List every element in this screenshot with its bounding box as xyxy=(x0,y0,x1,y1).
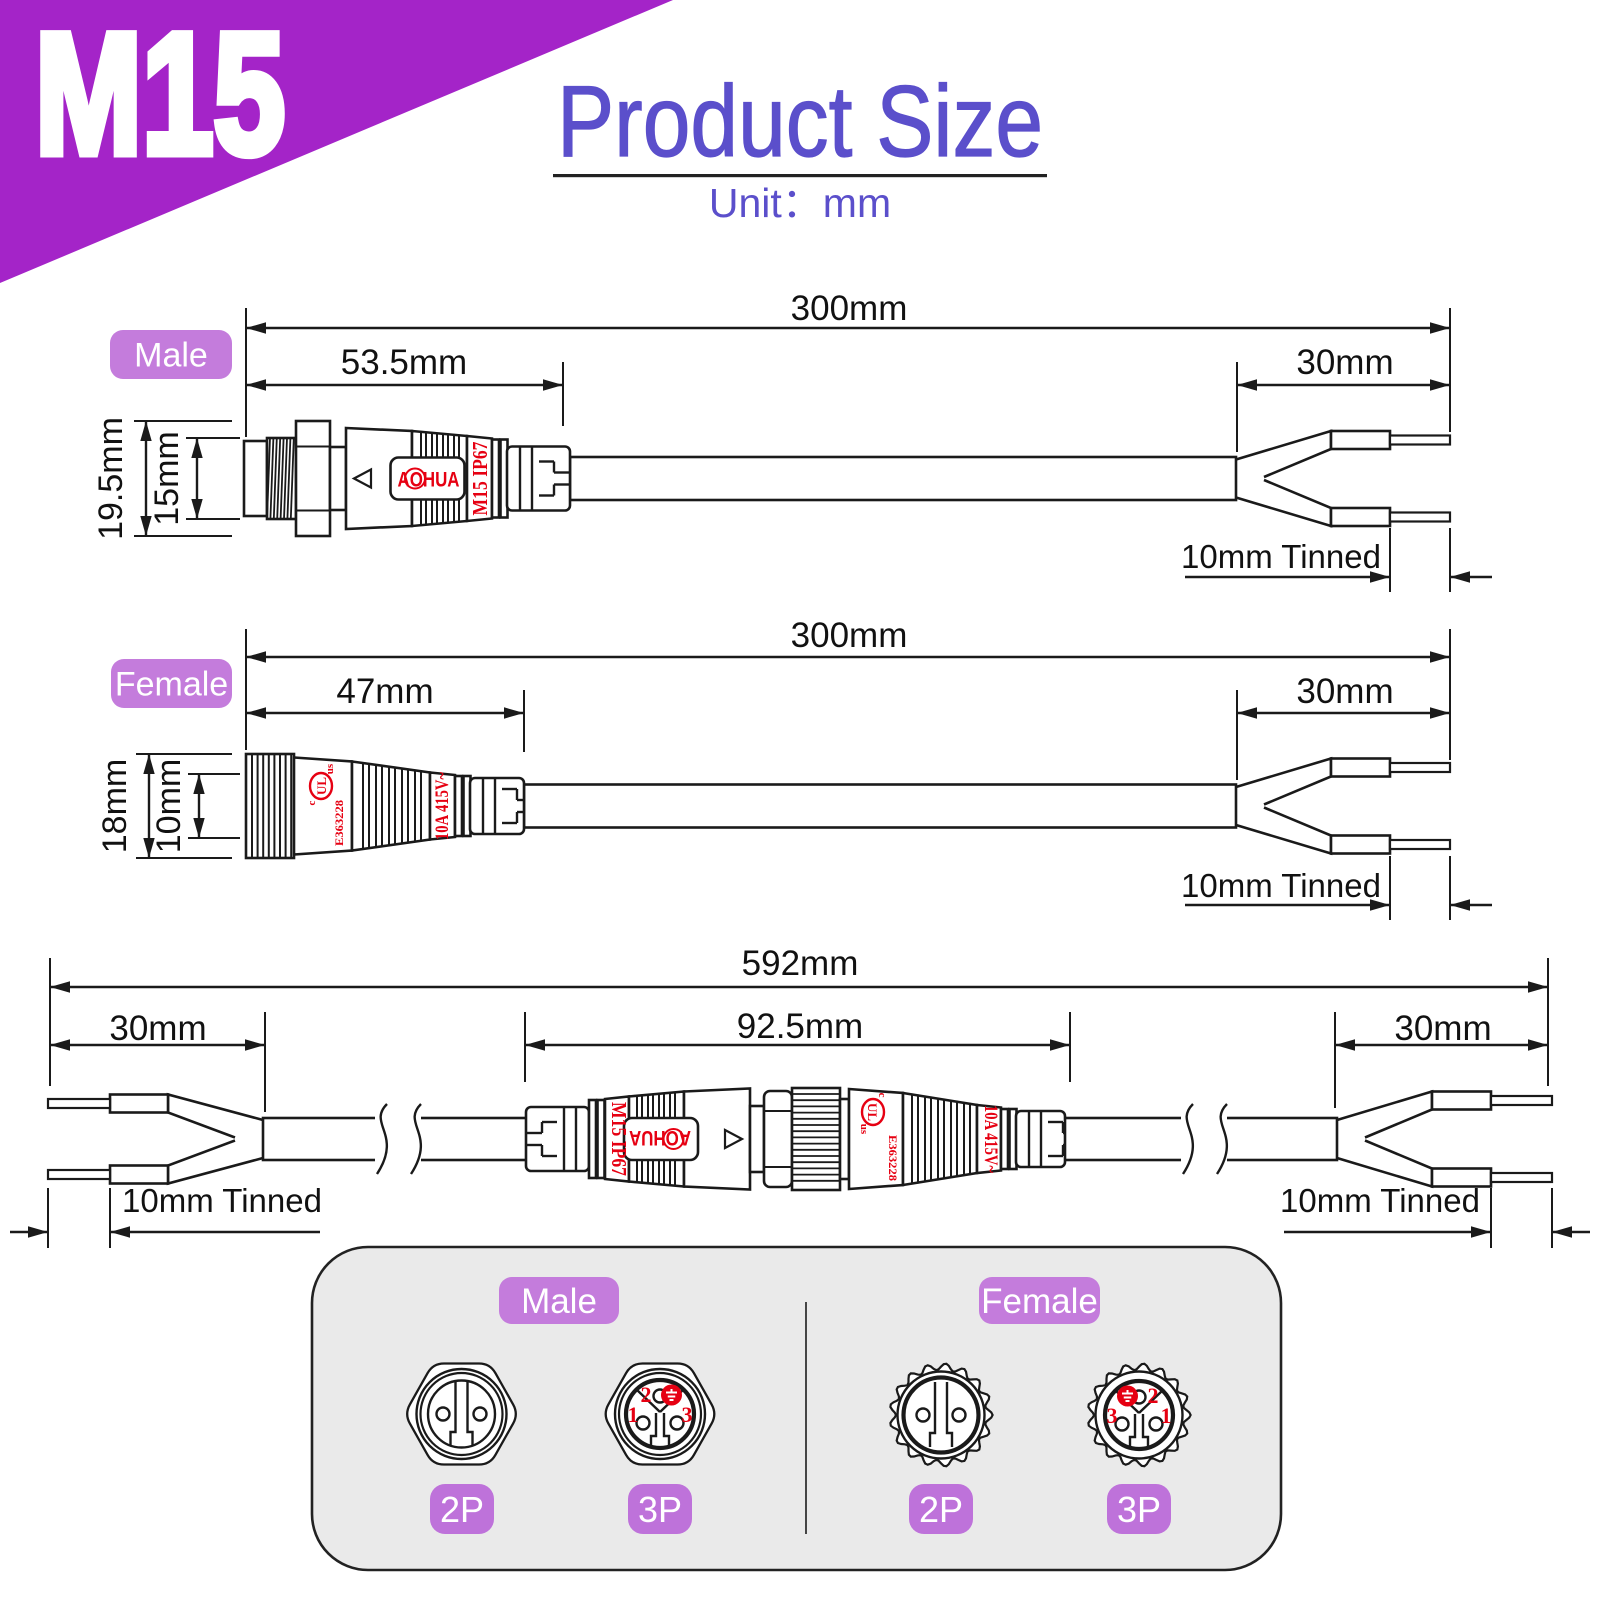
svg-text:Unit：mm: Unit：mm xyxy=(709,180,891,226)
svg-text:3P: 3P xyxy=(1117,1489,1161,1530)
svg-text:UL: UL xyxy=(314,777,329,795)
svg-text:19.5mm: 19.5mm xyxy=(92,417,130,540)
svg-text:AOHUA: AOHUA xyxy=(629,1126,691,1149)
svg-text:10A 415V~: 10A 415V~ xyxy=(980,1105,1001,1173)
svg-text:us: us xyxy=(324,763,336,774)
svg-text:2P: 2P xyxy=(440,1489,484,1530)
svg-text:us: us xyxy=(858,1124,870,1135)
svg-text:c: c xyxy=(306,800,318,805)
svg-text:c: c xyxy=(876,1093,888,1098)
svg-text:30mm: 30mm xyxy=(1394,1009,1491,1048)
svg-text:10mm Tinned: 10mm Tinned xyxy=(1280,1182,1480,1219)
svg-text:E363228: E363228 xyxy=(334,800,346,846)
svg-text:3P: 3P xyxy=(638,1489,682,1530)
svg-text:Female: Female xyxy=(115,666,228,704)
svg-text:10mm Tinned: 10mm Tinned xyxy=(1181,867,1381,904)
svg-text:30mm: 30mm xyxy=(1296,343,1393,382)
svg-text:2: 2 xyxy=(641,1382,652,1407)
svg-text:1: 1 xyxy=(628,1402,639,1427)
svg-text:10mm: 10mm xyxy=(150,759,188,853)
svg-text:2: 2 xyxy=(1148,1383,1159,1408)
svg-text:Male: Male xyxy=(521,1282,597,1321)
svg-text:53.5mm: 53.5mm xyxy=(341,343,467,382)
svg-text:10mm Tinned: 10mm Tinned xyxy=(1181,538,1381,575)
svg-text:AOHUA: AOHUA xyxy=(398,469,460,492)
svg-text:1: 1 xyxy=(1161,1403,1172,1428)
svg-text:300mm: 300mm xyxy=(791,616,908,655)
svg-text:Female: Female xyxy=(981,1282,1098,1321)
svg-text:10mm Tinned: 10mm Tinned xyxy=(122,1182,322,1219)
svg-text:M15 IP67: M15 IP67 xyxy=(468,442,492,516)
svg-text:30mm: 30mm xyxy=(1296,672,1393,711)
svg-text:592mm: 592mm xyxy=(742,944,859,983)
svg-text:Male: Male xyxy=(134,337,208,375)
svg-text:92.5mm: 92.5mm xyxy=(737,1007,863,1046)
svg-text:10A 415V~: 10A 415V~ xyxy=(432,772,453,840)
svg-text:M15: M15 xyxy=(35,0,285,190)
svg-text:Product Size: Product Size xyxy=(557,66,1043,178)
svg-text:2P: 2P xyxy=(919,1489,963,1530)
svg-text:3: 3 xyxy=(682,1402,693,1427)
svg-text:M15 IP67: M15 IP67 xyxy=(607,1102,631,1176)
svg-text:18mm: 18mm xyxy=(96,759,134,853)
svg-text:3: 3 xyxy=(1107,1403,1118,1428)
svg-text:15mm: 15mm xyxy=(148,431,186,525)
svg-text:UL: UL xyxy=(865,1103,880,1121)
svg-text:300mm: 300mm xyxy=(791,289,908,328)
svg-text:E363228: E363228 xyxy=(886,1135,898,1181)
svg-text:47mm: 47mm xyxy=(336,672,433,711)
svg-text:30mm: 30mm xyxy=(109,1009,206,1048)
